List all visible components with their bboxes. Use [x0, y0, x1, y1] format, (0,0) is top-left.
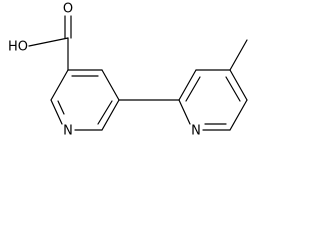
- bond: [50, 99, 63, 125]
- atom-label: HO: [8, 40, 28, 55]
- bond: [101, 69, 120, 101]
- atom-label: N: [191, 124, 201, 139]
- bond: [229, 39, 248, 71]
- bond: [57, 100, 65, 115]
- atom-label: O: [63, 2, 73, 17]
- bond: [225, 76, 241, 102]
- atom-label: N: [63, 124, 73, 139]
- bond: [178, 69, 197, 101]
- bond: [229, 69, 248, 101]
- bond: [229, 99, 248, 131]
- bonds: [28, 15, 248, 131]
- bond: [185, 76, 201, 102]
- molecule-diagram: HO O N N: [8, 2, 248, 139]
- bond: [50, 69, 69, 101]
- bond: [101, 99, 120, 131]
- bond: [28, 37, 69, 47]
- bond: [178, 99, 191, 125]
- bond: [97, 100, 113, 125]
